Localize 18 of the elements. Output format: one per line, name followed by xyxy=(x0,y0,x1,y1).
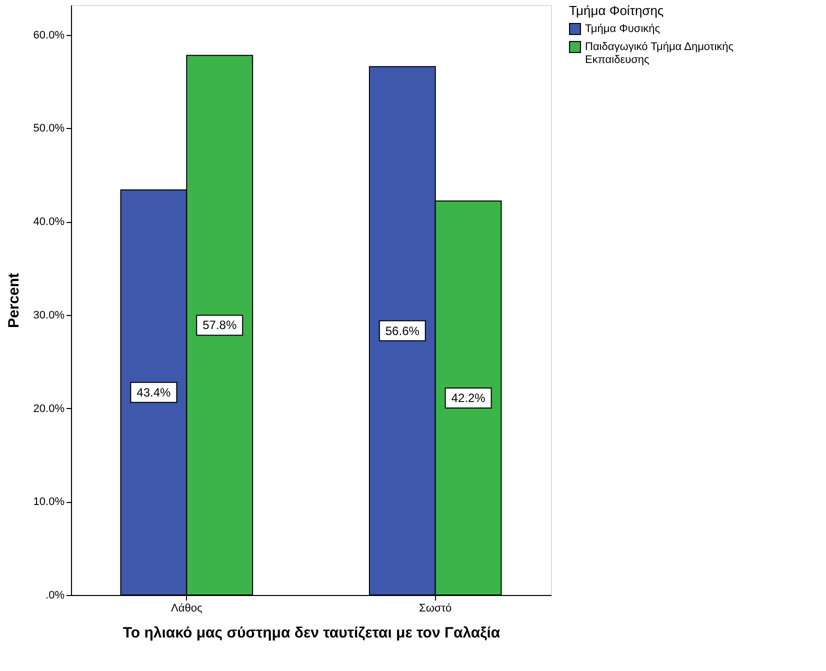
data-label: 43.4% xyxy=(136,385,172,400)
legend-label: Τμήμα Φυσικής xyxy=(585,23,660,35)
y-tick-label: 40.0% xyxy=(33,216,65,228)
y-axis-title: Percent xyxy=(5,272,22,328)
data-label: 57.8% xyxy=(202,318,237,332)
x-axis-title: Το ηλιακό μας σύστημα δεν ταυτίζεται με τον Γαλαξία xyxy=(122,624,501,642)
x-tick-label: Λάθος xyxy=(171,602,202,614)
y-tick-label: 20.0% xyxy=(33,402,65,415)
legend-label: Παιδαγωγικό Τμήμα Δημοτικής Εκπαιδευσης xyxy=(585,41,734,66)
y-tick-label: 10.0% xyxy=(33,496,65,508)
data-label: 56.6% xyxy=(385,324,420,338)
y-tick-label: 30.0% xyxy=(33,309,65,322)
y-tick-label: 60.0% xyxy=(33,29,65,42)
y-tick-label: .0% xyxy=(46,590,65,602)
x-tick-label: Σωστό xyxy=(419,602,452,614)
y-tick-label: 50.0% xyxy=(33,122,65,135)
data-label: 42.2% xyxy=(451,391,486,406)
legend-title: Τμήμα Φοίτησης xyxy=(569,3,664,18)
